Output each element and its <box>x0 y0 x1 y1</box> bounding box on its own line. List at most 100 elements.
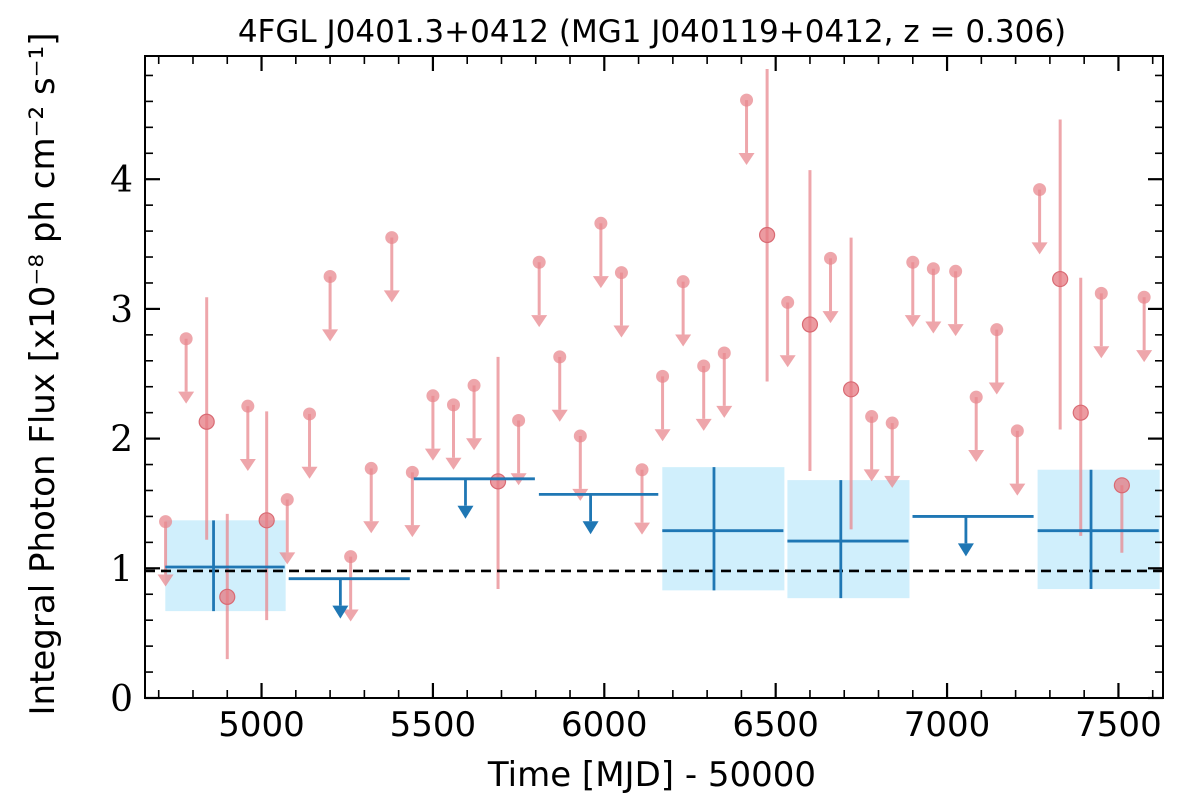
upper-limit-marker <box>179 332 193 346</box>
long-bin-upper-limit <box>288 577 410 619</box>
upper-limit-marker <box>364 461 378 475</box>
y-tick-label: 2 <box>110 420 133 461</box>
upper-limit-arrowhead <box>654 429 671 442</box>
long-bin-band <box>787 480 910 599</box>
upper-limit-arrowhead <box>301 466 318 479</box>
long-bin-upper-limit <box>912 515 1034 557</box>
upper-limit-marker <box>781 295 795 309</box>
long-bin-detection <box>662 467 784 591</box>
long-bin-ul-arrowhead <box>582 521 599 535</box>
upper-limit-marker <box>656 369 670 383</box>
upper-limit-marker <box>1137 290 1151 304</box>
long-bin-detection <box>1037 469 1159 590</box>
upper-limit-arrowhead <box>695 418 712 431</box>
short-bin-detection <box>1072 277 1089 536</box>
short-bin-upper-limit <box>551 350 568 422</box>
upper-limit-marker <box>280 493 294 507</box>
upper-limit-marker <box>303 407 317 421</box>
upper-limit-arrowhead <box>947 324 964 337</box>
short-bin-upper-limit <box>445 398 462 470</box>
short-bin-upper-limit <box>279 493 296 565</box>
upper-limit-marker <box>159 515 173 529</box>
short-bin-upper-limit <box>904 255 921 328</box>
short-bin-upper-limit <box>1009 424 1026 496</box>
upper-limit-marker <box>323 269 337 283</box>
short-bin-upper-limit <box>1093 286 1110 359</box>
upper-limit-arrowhead <box>613 325 630 338</box>
upper-limit-marker <box>405 465 419 479</box>
short-bin-upper-limit <box>1031 183 1048 255</box>
plot-area: 5000 5500 6000 6500 7000 7500 0 1 2 3 4 <box>110 55 1164 745</box>
short-bin-upper-limit <box>884 416 901 488</box>
short-bin-upper-limit <box>301 407 318 479</box>
upper-limit-marker <box>594 216 608 230</box>
short-bin-detection <box>489 356 507 590</box>
upper-limit-marker <box>926 262 940 276</box>
y-axis-label: Integral Photon Flux [x10⁻⁸ ph cm⁻² s⁻¹] <box>23 32 63 715</box>
upper-limit-marker <box>697 359 711 373</box>
x-tick-label: 7000 <box>904 705 991 745</box>
short-bin-upper-limit <box>363 461 380 534</box>
short-bin-upper-limit <box>738 93 755 165</box>
short-bin-upper-limit <box>863 410 880 482</box>
y-tick-label: 3 <box>110 290 133 331</box>
upper-limit-marker <box>446 398 460 412</box>
short-bin-upper-limit <box>925 262 942 334</box>
detection-marker <box>1052 270 1069 288</box>
upper-limit-marker <box>1010 424 1024 438</box>
x-tick-label: 7500 <box>1075 705 1162 745</box>
long-bin-detection <box>165 520 285 612</box>
upper-limit-marker <box>1033 183 1047 197</box>
upper-limit-marker <box>614 266 628 280</box>
upper-limit-arrowhead <box>322 329 339 342</box>
short-bin-upper-limit <box>695 359 712 431</box>
upper-limit-marker <box>426 389 440 403</box>
short-bin-detection <box>198 297 215 540</box>
upper-limit-marker <box>512 413 526 427</box>
short-bin-upper-limit <box>383 231 400 303</box>
detection-marker <box>489 473 507 490</box>
upper-limit-arrowhead <box>178 391 195 404</box>
upper-limit-marker <box>906 255 920 269</box>
short-bin-detection <box>1113 477 1130 553</box>
upper-limit-marker <box>573 429 587 443</box>
x-axis-label: Time [MJD] - 50000 <box>487 755 816 795</box>
upper-limit-arrowhead <box>925 321 942 334</box>
long-bin-upper-limit <box>413 477 535 519</box>
x-tick-label: 6500 <box>732 705 819 745</box>
short-bin-upper-limit <box>239 399 256 472</box>
upper-limit-marker <box>385 231 399 245</box>
upper-limit-arrowhead <box>738 152 755 165</box>
upper-limit-arrowhead <box>863 469 880 482</box>
short-bin-upper-limit <box>178 332 195 404</box>
short-bin-upper-limit <box>822 251 839 324</box>
upper-limit-arrowhead <box>779 355 796 368</box>
short-bin-detection <box>842 237 860 530</box>
short-bin-upper-limit <box>968 390 985 462</box>
upper-limit-arrowhead <box>1093 346 1110 359</box>
upper-limit-marker <box>969 390 983 404</box>
short-bin-upper-limit <box>716 346 733 418</box>
upper-limit-arrowhead <box>363 521 380 534</box>
x-tick-label: 5000 <box>218 705 305 745</box>
upper-limit-marker <box>676 275 690 289</box>
detection-marker <box>842 381 860 398</box>
upper-limit-arrowhead <box>592 276 609 289</box>
y-tick-label: 1 <box>110 549 133 590</box>
short-bin-detection <box>759 68 776 382</box>
short-bin-detection <box>1052 119 1069 430</box>
upper-limit-marker <box>717 346 731 360</box>
detection-marker <box>198 413 215 430</box>
upper-limit-marker <box>635 463 649 477</box>
short-bin-detection <box>219 513 236 660</box>
y-tick-label: 0 <box>110 679 133 720</box>
long-bin-ul-arrowhead <box>457 505 474 519</box>
long-bin-upper-limit <box>538 492 659 535</box>
detection-marker <box>1113 477 1130 494</box>
upper-limit-arrowhead <box>551 409 568 422</box>
plot-frame <box>144 55 1164 699</box>
y-tick-label: 4 <box>110 160 133 201</box>
short-bin-upper-limit <box>592 216 609 289</box>
